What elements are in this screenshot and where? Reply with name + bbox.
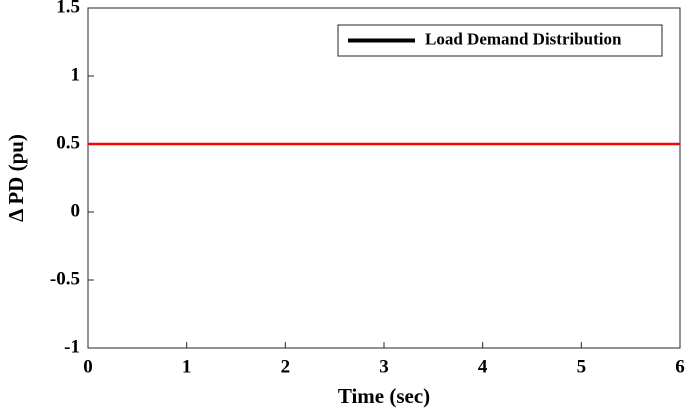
x-tick-label: 4	[478, 356, 488, 377]
x-tick-label: 6	[675, 356, 685, 377]
x-tick-label: 2	[281, 356, 291, 377]
y-tick-label: 1	[71, 64, 81, 85]
x-tick-label: 3	[379, 356, 389, 377]
plot-area	[87, 7, 681, 349]
y-tick-label: -0.5	[50, 268, 80, 289]
x-tick-label: 1	[182, 356, 192, 377]
y-tick-label: 1.5	[56, 0, 80, 17]
x-axis-label: Time (sec)	[338, 384, 430, 408]
y-tick-label: 0	[71, 200, 81, 221]
y-tick-label: 0.5	[56, 132, 80, 153]
y-axis-label: Δ PD (pu)	[4, 134, 28, 222]
y-tick-label: -1	[64, 336, 80, 357]
x-tick-label: 0	[83, 356, 93, 377]
x-tick-label: 5	[577, 356, 587, 377]
legend-label: Load Demand Distribution	[425, 29, 622, 48]
